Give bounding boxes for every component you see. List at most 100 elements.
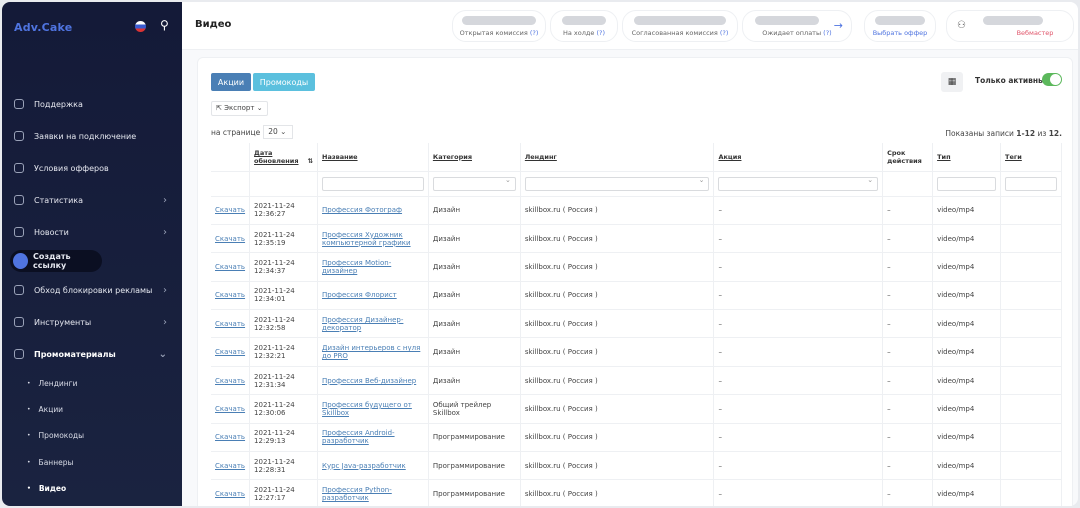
column-header[interactable]: Акция bbox=[713, 143, 884, 171]
choose-offer-button[interactable]: Выбрать оффер bbox=[864, 10, 936, 42]
video-name-link[interactable]: Профессия Флорист bbox=[322, 291, 397, 300]
video-name-link[interactable]: Курс Java-разработчик bbox=[322, 461, 406, 470]
video-name-link[interactable]: Профессия Android-разработчик bbox=[322, 429, 395, 446]
download-link[interactable]: Скачать bbox=[215, 234, 246, 243]
only-active-toggle[interactable] bbox=[1042, 73, 1062, 86]
video-name-link[interactable]: Профессия Python-разработчик bbox=[322, 486, 392, 503]
landing-cell: skillbox.ru ( Россия ) bbox=[520, 223, 715, 253]
column-header[interactable]: Дата обновления ⇅ bbox=[249, 143, 318, 171]
sidebar-item[interactable]: Условия офферов bbox=[2, 152, 182, 184]
tab-promocodes[interactable]: Промокоды bbox=[253, 73, 315, 91]
category-cell: Дизайн bbox=[428, 280, 521, 310]
column-header[interactable]: Категория bbox=[428, 143, 521, 171]
category-cell: Программирование bbox=[428, 479, 521, 506]
column-header[interactable]: Название bbox=[317, 143, 429, 171]
column-header[interactable]: Тип bbox=[932, 143, 1002, 171]
stat-awaiting-payment: Ожидает оплаты (?) → bbox=[742, 10, 852, 42]
action-filter[interactable] bbox=[718, 176, 879, 191]
date-cell: 2021-11-24 12:31:34 bbox=[249, 365, 318, 395]
tags-cell bbox=[1000, 337, 1062, 367]
records-shown: Показаны записи 1-12 из 12. bbox=[945, 129, 1062, 138]
validity-cell: – bbox=[882, 252, 934, 282]
download-link[interactable]: Скачать bbox=[215, 262, 246, 271]
export-button[interactable]: ⇱ Экспорт ⌄ bbox=[211, 101, 268, 116]
action-cell: – bbox=[713, 223, 884, 253]
sidebar-item[interactable]: Поддержка bbox=[2, 88, 182, 120]
sidebar-subitem[interactable]: Промокоды bbox=[2, 423, 182, 449]
download-link[interactable]: Скачать bbox=[215, 376, 246, 385]
sidebar-subitem[interactable]: Лендинги bbox=[2, 370, 182, 396]
download-link[interactable]: Скачать bbox=[215, 433, 246, 442]
sidebar-item[interactable]: Статистика › bbox=[2, 184, 182, 216]
sidebar-nav: Поддержка Заявки на подключение Условия оф… bbox=[2, 88, 182, 502]
video-name-link[interactable]: Профессия Веб-дизайнер bbox=[322, 376, 417, 385]
sidebar-item[interactable]: Обход блокировки рекламы › bbox=[2, 274, 182, 306]
russia-flag-icon[interactable] bbox=[135, 21, 146, 32]
video-name-link[interactable]: Профессия Фотограф bbox=[322, 206, 403, 215]
stat-open-commission: Открытая комиссия (?) bbox=[452, 10, 546, 42]
chevron-right-icon: › bbox=[163, 226, 167, 238]
tags-cell bbox=[1000, 422, 1062, 452]
type-cell: video/mp4 bbox=[932, 394, 1002, 424]
column-header: Срок действия bbox=[882, 143, 934, 171]
sidebar-item-promo[interactable]: Промоматериалы ⌄ bbox=[2, 338, 182, 370]
tab-actions[interactable]: Акции bbox=[211, 73, 251, 91]
category-filter[interactable] bbox=[432, 176, 516, 191]
action-cell: – bbox=[713, 337, 884, 367]
arrow-right-icon[interactable]: → bbox=[833, 19, 843, 32]
sidebar-item[interactable]: Инструменты › bbox=[2, 306, 182, 338]
date-cell: 2021-11-24 12:27:17 bbox=[249, 479, 318, 506]
video-name-link[interactable]: Профессия Дизайнер-декоратор bbox=[322, 315, 404, 332]
video-name-link[interactable]: Профессия Motion-дизайнер bbox=[322, 258, 392, 275]
name-filter[interactable] bbox=[322, 176, 424, 191]
video-name-link[interactable]: Профессия будущего от Skillbox bbox=[322, 400, 412, 417]
action-cell: – bbox=[713, 394, 884, 424]
validity-cell: – bbox=[882, 451, 934, 480]
pin-icon[interactable]: ⚲ bbox=[160, 18, 169, 32]
landing-cell: skillbox.ru ( Россия ) bbox=[520, 394, 715, 424]
help-link[interactable]: (?) bbox=[596, 29, 606, 37]
help-link[interactable]: (?) bbox=[529, 29, 539, 37]
tags-filter[interactable] bbox=[1005, 176, 1057, 191]
per-page-select[interactable]: 20 ⌄ bbox=[263, 125, 294, 139]
action-cell: – bbox=[713, 309, 884, 338]
sidebar-item[interactable]: Новости › bbox=[2, 216, 182, 248]
date-cell: 2021-11-24 12:30:06 bbox=[249, 394, 318, 424]
download-link[interactable]: Скачать bbox=[215, 291, 246, 300]
tags-cell bbox=[1000, 365, 1062, 395]
create-link-button[interactable]: Создать ссылку bbox=[10, 250, 102, 272]
download-link[interactable]: Скачать bbox=[215, 348, 246, 357]
sidebar-item[interactable]: Заявки на подключение bbox=[2, 120, 182, 152]
grid-icon[interactable]: ▦ bbox=[941, 72, 963, 92]
date-cell: 2021-11-24 12:36:27 bbox=[249, 195, 318, 225]
landing-filter[interactable] bbox=[524, 176, 710, 191]
chevron-right-icon: › bbox=[163, 284, 167, 296]
stat-on-hold: На холде (?) bbox=[550, 10, 618, 42]
validity-cell: – bbox=[882, 337, 934, 367]
sidebar-subitem[interactable]: Баннеры bbox=[2, 449, 182, 475]
video-name-link[interactable]: Профессия Художник компьютерной графики bbox=[322, 230, 411, 247]
tags-cell bbox=[1000, 309, 1062, 338]
sidebar-subitem[interactable]: Видео bbox=[2, 476, 182, 502]
download-link[interactable]: Скачать bbox=[215, 404, 246, 413]
type-filter[interactable] bbox=[937, 176, 997, 191]
download-link[interactable]: Скачать bbox=[215, 319, 246, 328]
validity-cell: – bbox=[882, 422, 934, 452]
column-header[interactable]: Лендинг bbox=[520, 143, 715, 171]
download-link[interactable]: Скачать bbox=[215, 206, 246, 215]
download-link[interactable]: Скачать bbox=[215, 490, 246, 499]
link-icon bbox=[13, 253, 28, 269]
help-link[interactable]: (?) bbox=[823, 29, 832, 37]
download-link[interactable]: Скачать bbox=[215, 461, 246, 470]
validity-cell: – bbox=[882, 365, 934, 395]
stat-approved-commission: Согласованная комиссия (?) bbox=[622, 10, 738, 42]
logo[interactable]: Adv.Cake bbox=[14, 21, 73, 34]
column-header[interactable]: Теги bbox=[1000, 143, 1062, 171]
sidebar-subitem[interactable]: Акции bbox=[2, 396, 182, 422]
type-cell: video/mp4 bbox=[932, 223, 1002, 253]
date-cell: 2021-11-24 12:29:13 bbox=[249, 422, 318, 452]
user-menu[interactable]: ⚇ Вебмастер bbox=[946, 10, 1074, 42]
video-name-link[interactable]: Дизайн интерьеров с нуля до PRO bbox=[322, 344, 421, 361]
sort-icon[interactable]: ⇅ bbox=[307, 156, 313, 165]
help-link[interactable]: (?) bbox=[719, 29, 729, 37]
